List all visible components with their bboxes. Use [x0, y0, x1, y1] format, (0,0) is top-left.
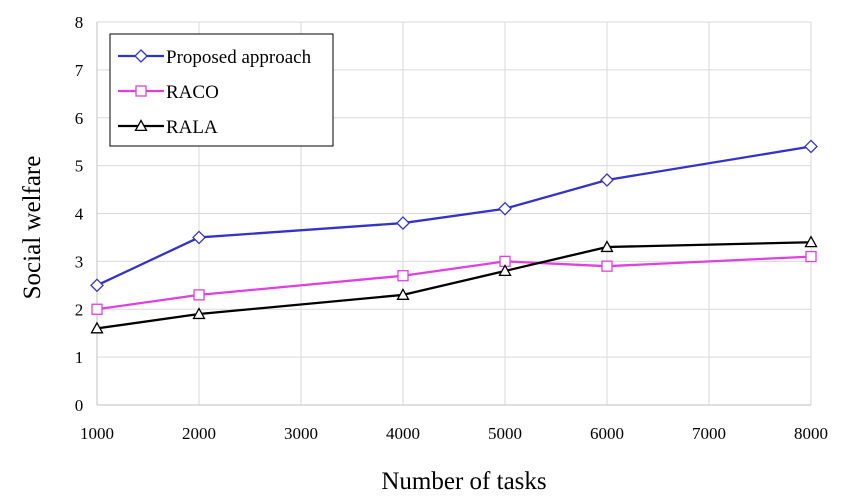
y-tick-label: 7	[75, 61, 84, 80]
data-point	[192, 230, 206, 245]
y-tick-label: 6	[75, 109, 84, 128]
y-tick-label: 4	[75, 205, 84, 224]
legend-label: RALA	[166, 117, 218, 138]
data-point	[601, 260, 613, 272]
y-tick-label: 3	[75, 252, 84, 271]
data-point	[91, 303, 103, 315]
x-tick-label: 4000	[386, 424, 420, 443]
y-tick-label: 1	[75, 348, 84, 367]
legend-marker	[134, 49, 148, 63]
series-line	[96, 241, 812, 330]
data-point	[804, 235, 818, 248]
legend-marker	[134, 119, 148, 132]
series-rala	[90, 235, 818, 334]
data-point	[192, 307, 206, 320]
data-point	[397, 270, 409, 282]
data-point	[193, 289, 205, 301]
x-axis-title: Number of tasks	[381, 468, 546, 495]
series-line	[96, 255, 812, 311]
data-point	[600, 173, 614, 187]
series-line	[96, 145, 812, 287]
data-point	[396, 288, 410, 300]
y-tick-label: 2	[75, 300, 84, 319]
data-point	[600, 240, 614, 253]
x-tick-label: 5000	[488, 424, 522, 443]
series-group	[90, 139, 818, 334]
data-point	[90, 321, 104, 334]
legend-label: RACO	[166, 82, 219, 103]
y-axis-title: Social welfare	[19, 156, 46, 300]
legend: Proposed approach RACO RALA	[109, 33, 334, 147]
legend-marker	[135, 85, 147, 97]
data-point	[396, 216, 410, 230]
x-tick-label: 1000	[80, 424, 114, 443]
tick-labels: 0 1 2 3 4 5 6 7 8 1000 2000 3000 4000 5000 6000 7000 800…	[75, 13, 828, 443]
x-tick-label: 7000	[692, 424, 726, 443]
data-point	[498, 264, 512, 277]
y-tick-label: 5	[75, 157, 84, 176]
x-tick-label: 6000	[590, 424, 624, 443]
data-point	[804, 139, 818, 154]
data-point	[90, 278, 104, 293]
x-tick-label: 2000	[182, 424, 216, 443]
data-point	[498, 201, 512, 216]
x-tick-label: 8000	[794, 424, 828, 443]
series-proposed-approach	[90, 139, 818, 293]
y-tick-label: 8	[75, 13, 84, 32]
legend-label: Proposed approach	[166, 47, 312, 68]
y-tick-label: 0	[75, 396, 84, 415]
series-raco	[91, 250, 817, 315]
axes	[96, 22, 811, 406]
x-tick-label: 3000	[284, 424, 318, 443]
data-point	[805, 250, 817, 263]
